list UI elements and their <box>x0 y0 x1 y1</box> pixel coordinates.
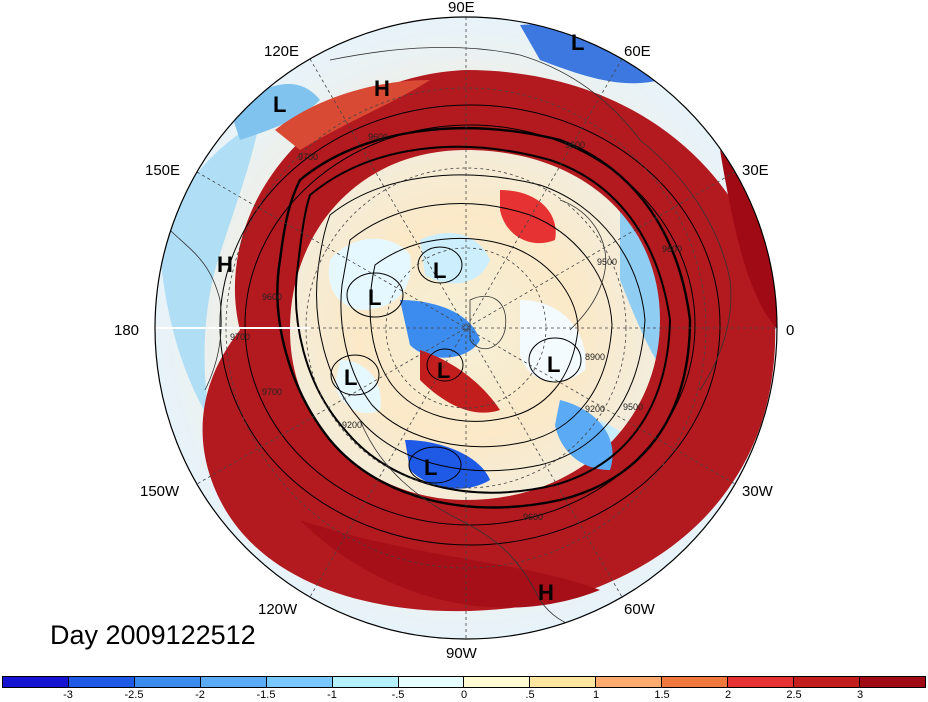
pressure-center-low: L <box>273 92 286 117</box>
longitude-label-60e: 60E <box>624 43 651 60</box>
contour-label: 9200 <box>342 420 362 430</box>
longitude-label-30w: 30W <box>742 483 774 500</box>
longitude-label-30e: 30E <box>742 162 769 179</box>
pressure-center-low: L <box>344 365 357 390</box>
contour-label: 9500 <box>623 402 643 412</box>
pressure-center-low: L <box>424 455 437 480</box>
pressure-center-high: H <box>374 76 390 101</box>
colorbar-swatch <box>200 677 267 687</box>
contour-label: 9700 <box>298 152 318 162</box>
colorbar-tick-label: -1.5 <box>256 689 276 701</box>
colorbar-swatch <box>3 677 69 687</box>
polar-map: 9600 9700 9600 9600 9500 8900 9200 9500 … <box>114 0 794 660</box>
pressure-center-low: L <box>368 285 381 310</box>
colorbar-tick-label: -3 <box>63 689 73 701</box>
inner-patch-e <box>405 440 490 489</box>
colorbar-swatch <box>134 677 201 687</box>
colorbar-swatch <box>859 677 925 687</box>
inner-patch-a <box>328 238 411 310</box>
colorbar-tick-label: -2 <box>195 689 205 701</box>
pressure-center-low: L <box>437 358 450 383</box>
pressure-center-low: L <box>571 30 584 55</box>
contour-label: 9600 <box>662 244 682 254</box>
colorbar-tick-label: -1 <box>327 689 337 701</box>
inner-patch-c <box>400 300 480 358</box>
colorbar-tick-label: 1.5 <box>654 689 670 701</box>
map-boundary <box>154 16 778 640</box>
colorbar-tick-labels: -3 -2.5 -2 -1.5 -1 -.5 0 .5 1 1.5 2 2.5 3 <box>2 689 926 702</box>
longitude-label-90e: 90E <box>448 0 475 16</box>
colorbar-tick-label: -.5 <box>391 689 405 701</box>
longitude-label-150e: 150E <box>145 162 180 179</box>
longitude-label-60w: 60W <box>624 601 656 618</box>
inner-patch-d <box>520 300 586 382</box>
contour-label: 9500 <box>597 257 617 267</box>
contour-label: 9600 <box>523 512 543 522</box>
contour-label: 9600 <box>565 140 585 150</box>
inner-patch-h <box>335 360 381 414</box>
colorbar-swatch <box>596 677 663 687</box>
map-field <box>155 17 777 639</box>
colorbar-tick-label: 3 <box>856 689 864 701</box>
inner-patch-g <box>500 190 556 244</box>
colorbar-tick-label: .5 <box>525 689 535 701</box>
contour-label: 9700 <box>230 332 250 342</box>
contour-label: 8900 <box>585 352 605 362</box>
colorbar-swatch <box>662 677 729 687</box>
pressure-center-high: H <box>217 252 233 277</box>
contour-label: 9200 <box>585 404 605 414</box>
warm-anomaly-north <box>275 80 430 150</box>
warm-anomaly-ring <box>202 70 776 612</box>
colorbar-swatch <box>464 677 531 687</box>
pressure-center-low: L <box>547 352 560 377</box>
inner-patch-i <box>555 400 613 470</box>
geopotential-contours <box>219 104 721 546</box>
longitude-label-0: 0 <box>786 322 794 339</box>
colorbar <box>2 676 926 688</box>
colorbar-swatch <box>398 677 465 687</box>
contour-label: 9600 <box>262 292 282 302</box>
longitude-label-150w: 150W <box>140 483 180 500</box>
longitude-label-180: 180 <box>114 322 139 339</box>
warm-anomaly-east <box>720 150 777 330</box>
colorbar-swatch <box>794 677 860 687</box>
contour-label: 9600 <box>368 132 388 142</box>
cold-anomaly-tibet <box>520 24 660 84</box>
pressure-center-high: H <box>538 580 554 605</box>
inner-patch-b <box>420 232 490 284</box>
colorbar-tick-label: 2.5 <box>786 689 802 701</box>
day-label: Day 2009122512 <box>50 620 256 650</box>
longitude-label-120w: 120W <box>258 601 298 618</box>
colorbar-swatch <box>332 677 399 687</box>
colorbar-tick-label: 1 <box>592 689 600 701</box>
colorbar-tick-label: -2.5 <box>124 689 144 701</box>
colorbar-swatch <box>728 677 795 687</box>
longitude-label-90w: 90W <box>446 645 478 660</box>
contour-label: 9700 <box>262 387 282 397</box>
colorbar-tick-label: 0 <box>460 689 468 701</box>
colorbar-tick-label: 2 <box>724 689 732 701</box>
colorbar-swatch <box>530 677 597 687</box>
inner-patch-f <box>420 350 500 413</box>
longitude-label-120e: 120E <box>264 43 299 60</box>
warm-anomaly-south <box>300 520 600 608</box>
colorbar-swatch <box>68 677 135 687</box>
pressure-center-low: L <box>433 258 446 283</box>
colorbar-swatch <box>266 677 333 687</box>
